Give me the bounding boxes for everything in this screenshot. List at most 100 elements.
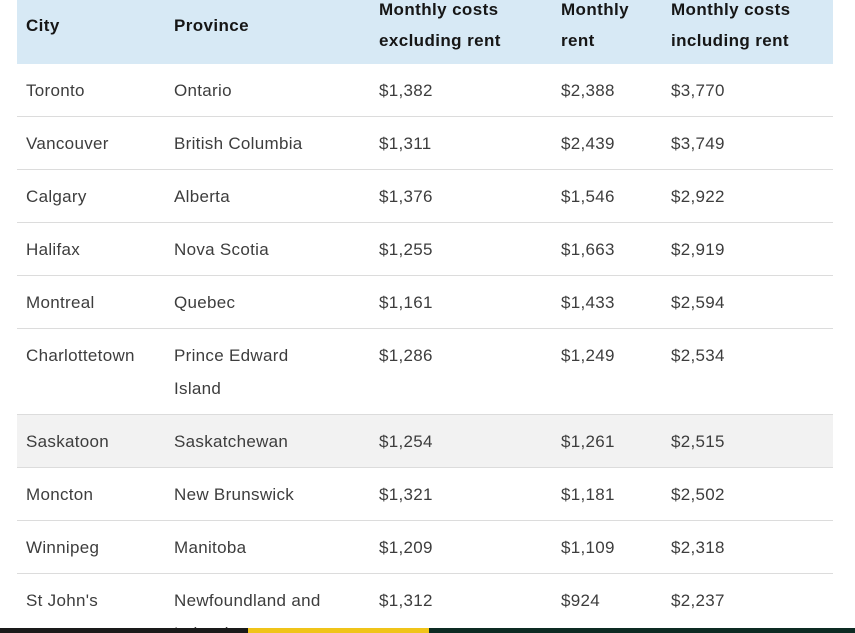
city-value: Moncton (26, 485, 94, 504)
cell-costs-excluding-rent: $1,382 (370, 64, 552, 117)
cell-costs-including-rent: $2,922 (662, 170, 833, 223)
table-row-winnipeg: Winnipeg Manitoba $1,209 $1,109 $2,318 (17, 520, 833, 574)
costs-excluding-rent-value: $1,286 (379, 346, 433, 365)
cell-costs-excluding-rent: $1,311 (370, 117, 552, 170)
province-value: Manitoba (174, 538, 247, 557)
costs-including-rent-value: $2,594 (671, 293, 725, 312)
cell-city: Halifax (17, 223, 165, 276)
cell-monthly-rent: $1,663 (552, 223, 662, 276)
cell-province: Prince Edward Island (165, 329, 370, 415)
cell-costs-excluding-rent: $1,312 (370, 574, 552, 633)
monthly-rent-value: $1,249 (561, 346, 615, 365)
table-row-montreal: Montreal Quebec $1,161 $1,433 $2,594 (17, 275, 833, 329)
province-value: British Columbia (174, 134, 303, 153)
bottom-bar-yellow-segment (248, 628, 429, 633)
costs-excluding-rent-value: $1,254 (379, 432, 433, 451)
cell-province: Saskatchewan (165, 415, 370, 468)
column-header-city-label: City (26, 15, 60, 35)
cell-city: St John's (17, 574, 165, 633)
province-value: New Brunswick (174, 485, 295, 504)
table-row-vancouver: Vancouver British Columbia $1,311 $2,439… (17, 116, 833, 170)
cell-province: British Columbia (165, 117, 370, 170)
cell-costs-including-rent: $2,534 (662, 329, 833, 415)
costs-including-rent-value: $2,318 (671, 538, 725, 557)
cell-monthly-rent: $2,439 (552, 117, 662, 170)
monthly-rent-value: $1,433 (561, 293, 615, 312)
costs-including-rent-value: $2,534 (671, 346, 725, 365)
city-value: Calgary (26, 187, 87, 206)
cell-costs-including-rent: $2,919 (662, 223, 833, 276)
province-value: Saskatchewan (174, 432, 289, 451)
bottom-accent-bar (0, 628, 855, 633)
column-header-costs-including-rent: Monthly costs including rent (662, 0, 833, 64)
costs-excluding-rent-value: $1,321 (379, 485, 433, 504)
province-value: Ontario (174, 81, 232, 100)
table-row-calgary: Calgary Alberta $1,376 $1,546 $2,922 (17, 169, 833, 223)
cell-monthly-rent: $1,261 (552, 415, 662, 468)
costs-including-rent-value: $2,922 (671, 187, 725, 206)
bottom-bar-black-segment (0, 628, 248, 633)
cell-costs-excluding-rent: $1,286 (370, 329, 552, 415)
column-header-monthly-rent-label: Monthly rent (561, 0, 629, 50)
table-row-st-johns: St John's Newfoundland and Labrador $1,3… (17, 573, 833, 633)
cell-costs-excluding-rent: $1,321 (370, 468, 552, 521)
cell-city: Calgary (17, 170, 165, 223)
city-value: Toronto (26, 81, 85, 100)
cell-province: Newfoundland and Labrador (165, 574, 370, 633)
table-body: Toronto Ontario $1,382 $2,388 $3,770 Van… (17, 64, 833, 633)
monthly-rent-value: $1,663 (561, 240, 615, 259)
monthly-rent-value: $1,181 (561, 485, 615, 504)
province-value: Quebec (174, 293, 236, 312)
cell-costs-including-rent: $2,318 (662, 521, 833, 574)
monthly-rent-value: $924 (561, 591, 601, 610)
province-value: Nova Scotia (174, 240, 269, 259)
cell-costs-excluding-rent: $1,209 (370, 521, 552, 574)
bottom-bar-green-segment (429, 628, 855, 633)
cell-city: Moncton (17, 468, 165, 521)
cell-province: Nova Scotia (165, 223, 370, 276)
cell-monthly-rent: $1,181 (552, 468, 662, 521)
monthly-costs-table: City Province Monthly costs excluding re… (17, 0, 833, 633)
city-value: Montreal (26, 293, 95, 312)
monthly-rent-value: $1,109 (561, 538, 615, 557)
cell-costs-excluding-rent: $1,254 (370, 415, 552, 468)
costs-including-rent-value: $2,919 (671, 240, 725, 259)
column-header-province: Province (165, 0, 370, 64)
cell-costs-including-rent: $3,749 (662, 117, 833, 170)
cell-monthly-rent: $924 (552, 574, 662, 633)
table-row-moncton: Moncton New Brunswick $1,321 $1,181 $2,5… (17, 467, 833, 521)
cell-city: Montreal (17, 276, 165, 329)
header-row: City Province Monthly costs excluding re… (17, 0, 833, 64)
costs-including-rent-value: $2,502 (671, 485, 725, 504)
cell-costs-excluding-rent: $1,376 (370, 170, 552, 223)
table-row-halifax: Halifax Nova Scotia $1,255 $1,663 $2,919 (17, 222, 833, 276)
cell-province: New Brunswick (165, 468, 370, 521)
cell-costs-including-rent: $2,594 (662, 276, 833, 329)
costs-including-rent-value: $2,237 (671, 591, 725, 610)
column-header-costs-excluding-rent-label: Monthly costs excluding rent (379, 0, 501, 50)
costs-excluding-rent-value: $1,311 (379, 134, 432, 153)
cell-costs-including-rent: $2,515 (662, 415, 833, 468)
cell-costs-excluding-rent: $1,161 (370, 276, 552, 329)
table-header: City Province Monthly costs excluding re… (17, 0, 833, 64)
province-value: Newfoundland and Labrador (174, 591, 321, 633)
cell-monthly-rent: $1,546 (552, 170, 662, 223)
city-value: Charlottetown (26, 346, 135, 365)
column-header-city: City (17, 0, 165, 64)
cell-city: Vancouver (17, 117, 165, 170)
monthly-rent-value: $1,261 (561, 432, 615, 451)
costs-including-rent-value: $2,515 (671, 432, 725, 451)
province-value: Prince Edward Island (174, 346, 289, 398)
costs-excluding-rent-value: $1,312 (379, 591, 433, 610)
costs-excluding-rent-value: $1,376 (379, 187, 433, 206)
costs-excluding-rent-value: $1,209 (379, 538, 433, 557)
column-header-province-label: Province (174, 15, 250, 35)
cell-province: Quebec (165, 276, 370, 329)
monthly-rent-value: $2,439 (561, 134, 615, 153)
cell-costs-including-rent: $2,237 (662, 574, 833, 633)
cell-city: Saskatoon (17, 415, 165, 468)
cell-costs-excluding-rent: $1,255 (370, 223, 552, 276)
cell-city: Winnipeg (17, 521, 165, 574)
column-header-costs-including-rent-label: Monthly costs including rent (671, 0, 791, 50)
